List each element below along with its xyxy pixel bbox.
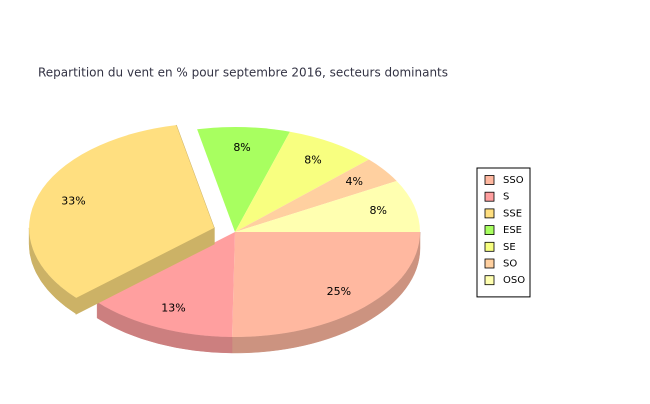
- legend-label: SO: [503, 259, 517, 270]
- pie-slice: [235, 131, 369, 232]
- legend-swatch: [484, 258, 495, 269]
- legend-label: S: [503, 192, 509, 203]
- data-label: 8%: [370, 204, 387, 217]
- legend-label: OSO: [503, 275, 525, 286]
- chart-title: Repartition du vent en % pour septembre …: [38, 66, 448, 80]
- data-label: 33%: [61, 195, 85, 208]
- data-label: 13%: [161, 301, 185, 314]
- pie-slice: [29, 125, 215, 298]
- pie-slice: [197, 127, 290, 232]
- data-label: 8%: [233, 141, 250, 154]
- legend-label: SSE: [503, 208, 522, 219]
- pie-slice: [235, 180, 420, 232]
- data-label: 25%: [327, 285, 351, 298]
- data-label: 4%: [345, 175, 362, 188]
- legend-swatch: [484, 191, 495, 202]
- legend-swatch: [484, 275, 495, 286]
- legend-swatch: [484, 225, 495, 236]
- pie-slice: [97, 232, 236, 337]
- data-label: 8%: [304, 154, 321, 167]
- pie-slice: [235, 159, 397, 232]
- legend-swatch: [484, 208, 495, 219]
- legend-label: ESE: [503, 225, 522, 236]
- pie-slice: [232, 232, 420, 337]
- legend-label: SSO: [503, 175, 524, 186]
- legend-label: SE: [503, 242, 516, 253]
- legend-swatch: [484, 241, 495, 252]
- legend-swatch: [484, 175, 495, 185]
